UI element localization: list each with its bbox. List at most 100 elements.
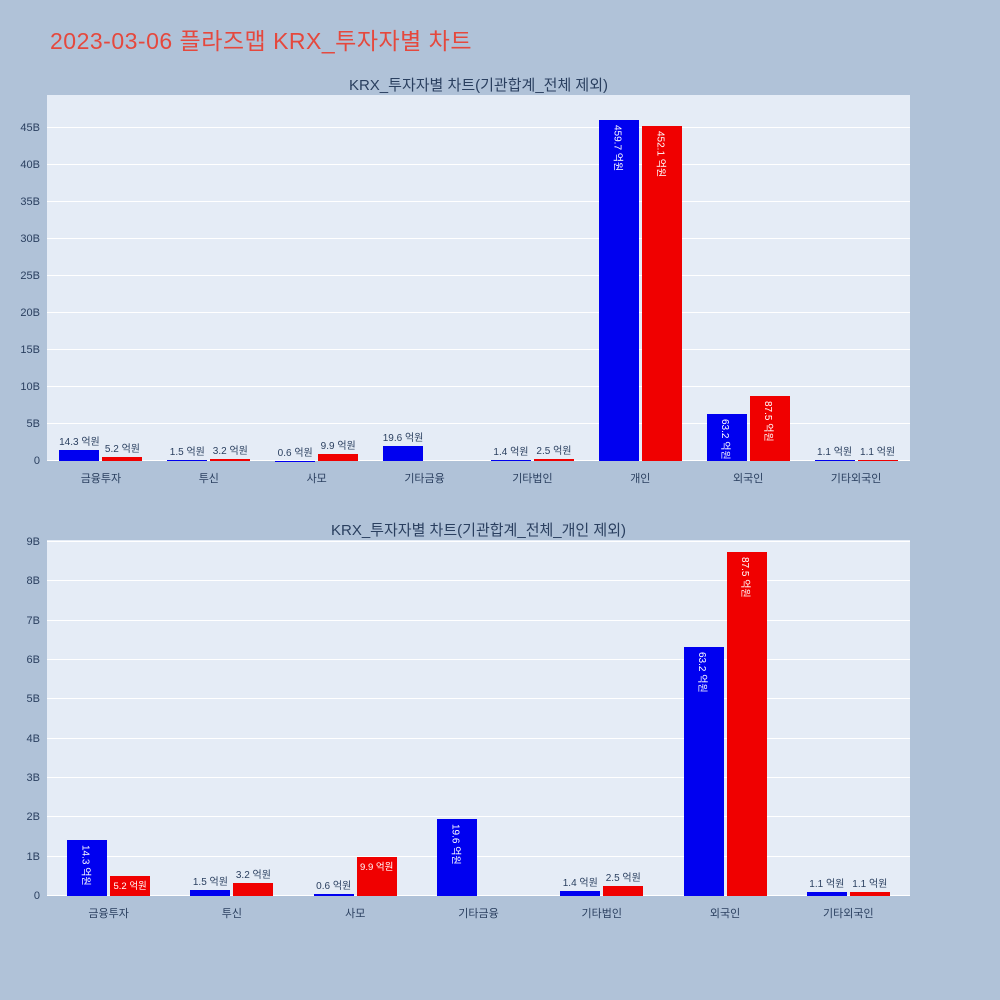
y-axis-tick: 30B xyxy=(20,232,40,245)
bar-value-label: 3.2 억원 xyxy=(212,445,248,457)
bar-red-개인: 452.1 억원 xyxy=(641,126,682,461)
gridline xyxy=(47,385,910,387)
bar-blue-기타법인: 1.4 억원 xyxy=(490,447,531,461)
bar-red-투신: 3.2 억원 xyxy=(233,870,274,896)
bar-value-label: 452.1 억원 xyxy=(654,131,666,178)
chart-title: KRX_투자자별 차트(기관합계_전체 제외) xyxy=(348,77,609,94)
gridline xyxy=(47,580,910,582)
y-axis-tick: 25B xyxy=(20,269,40,282)
bar-value-label: 19.6 억원 xyxy=(382,433,424,445)
bar-group-기타법인: 기타법인 1.4 억원 2.5 억원 xyxy=(479,95,587,485)
y-axis-tick: 0 xyxy=(33,890,40,902)
bar-red-사모: 9.9 억원 xyxy=(356,857,397,896)
bar-value-label: 459.7 억원 xyxy=(611,125,623,172)
y-axis-tick: 45B xyxy=(20,121,40,134)
bar-red-외국인: 87.5 억원 xyxy=(749,396,790,461)
x-axis-label: 투신 xyxy=(198,473,219,485)
bar-value-label: 0.6 억원 xyxy=(316,880,352,892)
y-axis-tick: 5B xyxy=(26,417,40,430)
gridline xyxy=(47,422,910,424)
y-axis-tick: 0 xyxy=(33,455,40,467)
bar-value-label: 63.2 억원 xyxy=(696,652,708,694)
x-axis-label: 기타금융 xyxy=(458,908,499,920)
gridline xyxy=(47,816,910,818)
bar-group-금융투자: 금융투자 14.3 억원 5.2 억원 xyxy=(47,95,155,485)
bar-group-기타외국인: 기타외국인 1.1 억원 1.1 억원 xyxy=(787,540,910,920)
bar-value-label: 5.2 억원 xyxy=(113,880,147,892)
bar-red-금융투자: 5.2 억원 xyxy=(110,875,151,896)
bar-blue-투신: 1.5 억원 xyxy=(190,877,231,896)
bar-group-사모: 사모 0.6 억원 9.9 억원 xyxy=(263,95,371,485)
bar-group-외국인: 외국인 63.2 억원 87.5 억원 xyxy=(694,95,802,485)
gridline xyxy=(47,311,910,313)
x-axis-label: 사모 xyxy=(306,473,327,485)
bar-red-외국인: 87.5 억원 xyxy=(726,551,767,896)
x-axis-label: 개인 xyxy=(630,473,651,485)
gridline xyxy=(47,348,910,350)
y-axis-tick: 1B xyxy=(26,850,40,863)
x-axis-label: 금융투자 xyxy=(88,908,129,920)
bar-value-label: 2.5 억원 xyxy=(536,446,572,458)
gridline xyxy=(47,126,910,128)
bar-group-투신: 투신 1.5 억원 3.2 억원 xyxy=(170,540,293,920)
bar-red-기타법인: 2.5 억원 xyxy=(603,873,644,896)
bar-red-기타법인: 2.5 억원 xyxy=(533,446,574,461)
bar-value-label: 9.9 억원 xyxy=(320,440,356,452)
bar-group-사모: 사모 0.6 억원 9.9 억원 xyxy=(294,540,417,920)
gridline xyxy=(47,274,910,276)
bar-red-투신: 3.2 억원 xyxy=(210,446,251,461)
bar-group-투신: 투신 1.5 억원 3.2 억원 xyxy=(155,95,263,485)
bar-value-label: 1.5 억원 xyxy=(169,446,205,458)
bar-blue-외국인: 63.2 억원 xyxy=(683,647,724,896)
bar-blue-투신: 1.5 억원 xyxy=(167,447,208,461)
y-axis-tick: 4B xyxy=(26,732,40,745)
y-axis-tick: 8B xyxy=(26,575,40,588)
gridline xyxy=(47,540,910,542)
y-axis-tick: 15B xyxy=(20,343,40,356)
x-axis-label: 기타법인 xyxy=(512,473,553,485)
gridline xyxy=(47,698,910,700)
bar-blue-기타외국인: 1.1 억원 xyxy=(814,447,855,461)
y-axis-tick: 2B xyxy=(26,811,40,824)
bar-value-label: 5.2 억원 xyxy=(104,444,140,456)
x-axis-label: 기타금융 xyxy=(404,473,445,485)
bar-value-label: 1.1 억원 xyxy=(860,447,896,459)
chart-investors-all: KRX_투자자별 차트(기관합계_전체 제외) 0 5B 10B 15B 20B 25B 3… xyxy=(20,74,910,485)
gridline xyxy=(47,855,910,857)
y-axis-tick: 5B xyxy=(26,693,40,706)
chart-investors-excl-individual: KRX_투자자별 차트(기관합계_전체_개인 제외) 0 1B 2B 3B 4B 5B 6B… xyxy=(27,519,910,920)
bar-red-기타외국인: 1.1 억원 xyxy=(849,879,890,896)
bar-value-label: 19.6 억원 xyxy=(449,823,461,865)
gridline xyxy=(47,237,910,239)
bar-group-금융투자: 금융투자 14.3 억원 5.2 억원 xyxy=(47,540,170,920)
bar-red-기타외국인: 1.1 억원 xyxy=(857,447,898,461)
plot-area: 0 1B 2B 3B 4B 5B 6B 7B 8B 9B 금융투자 14.3 억원 5.2 억원 투신 1.… xyxy=(27,536,910,920)
gridline xyxy=(47,895,910,896)
y-axis-tick: 3B xyxy=(26,772,40,784)
gridline xyxy=(47,163,910,165)
bar-red-사모: 9.9 억원 xyxy=(318,441,359,461)
bar-blue-외국인: 63.2 억원 xyxy=(706,414,747,461)
bar-value-label: 0.6 억원 xyxy=(277,447,313,459)
bar-group-기타외국인: 기타외국인 1.1 억원 1.1 억원 xyxy=(802,95,910,485)
y-axis-tick: 9B xyxy=(26,535,40,548)
x-axis-label: 사모 xyxy=(345,908,366,920)
bar-value-label: 1.1 억원 xyxy=(852,878,888,890)
bar-group-기타금융: 기타금융 19.6 억원 xyxy=(417,540,540,920)
bar-value-label: 1.4 억원 xyxy=(493,446,529,458)
gridline xyxy=(47,737,910,739)
gridline xyxy=(47,777,910,778)
bar-blue-사모: 0.6 억원 xyxy=(313,881,354,896)
bar-value-label: 63.2 억원 xyxy=(719,419,731,460)
bar-group-개인: 개인 459.7 억원 452.1 억원 xyxy=(586,95,694,485)
bar-blue-기타외국인: 1.1 억원 xyxy=(806,879,847,896)
bar-blue-기타금융: 19.6 억원 xyxy=(383,433,423,461)
bar-blue-기타금융: 19.6 억원 xyxy=(436,818,477,896)
gridline xyxy=(47,619,910,621)
bar-value-label: 1.1 억원 xyxy=(817,447,853,459)
y-axis-tick: 6B xyxy=(26,653,40,666)
bar-value-label: 87.5 억원 xyxy=(739,556,751,598)
y-axis-tick: 10B xyxy=(20,380,40,393)
bar-red-금융투자: 5.2 억원 xyxy=(102,444,143,461)
y-axis-tick: 20B xyxy=(20,306,40,319)
